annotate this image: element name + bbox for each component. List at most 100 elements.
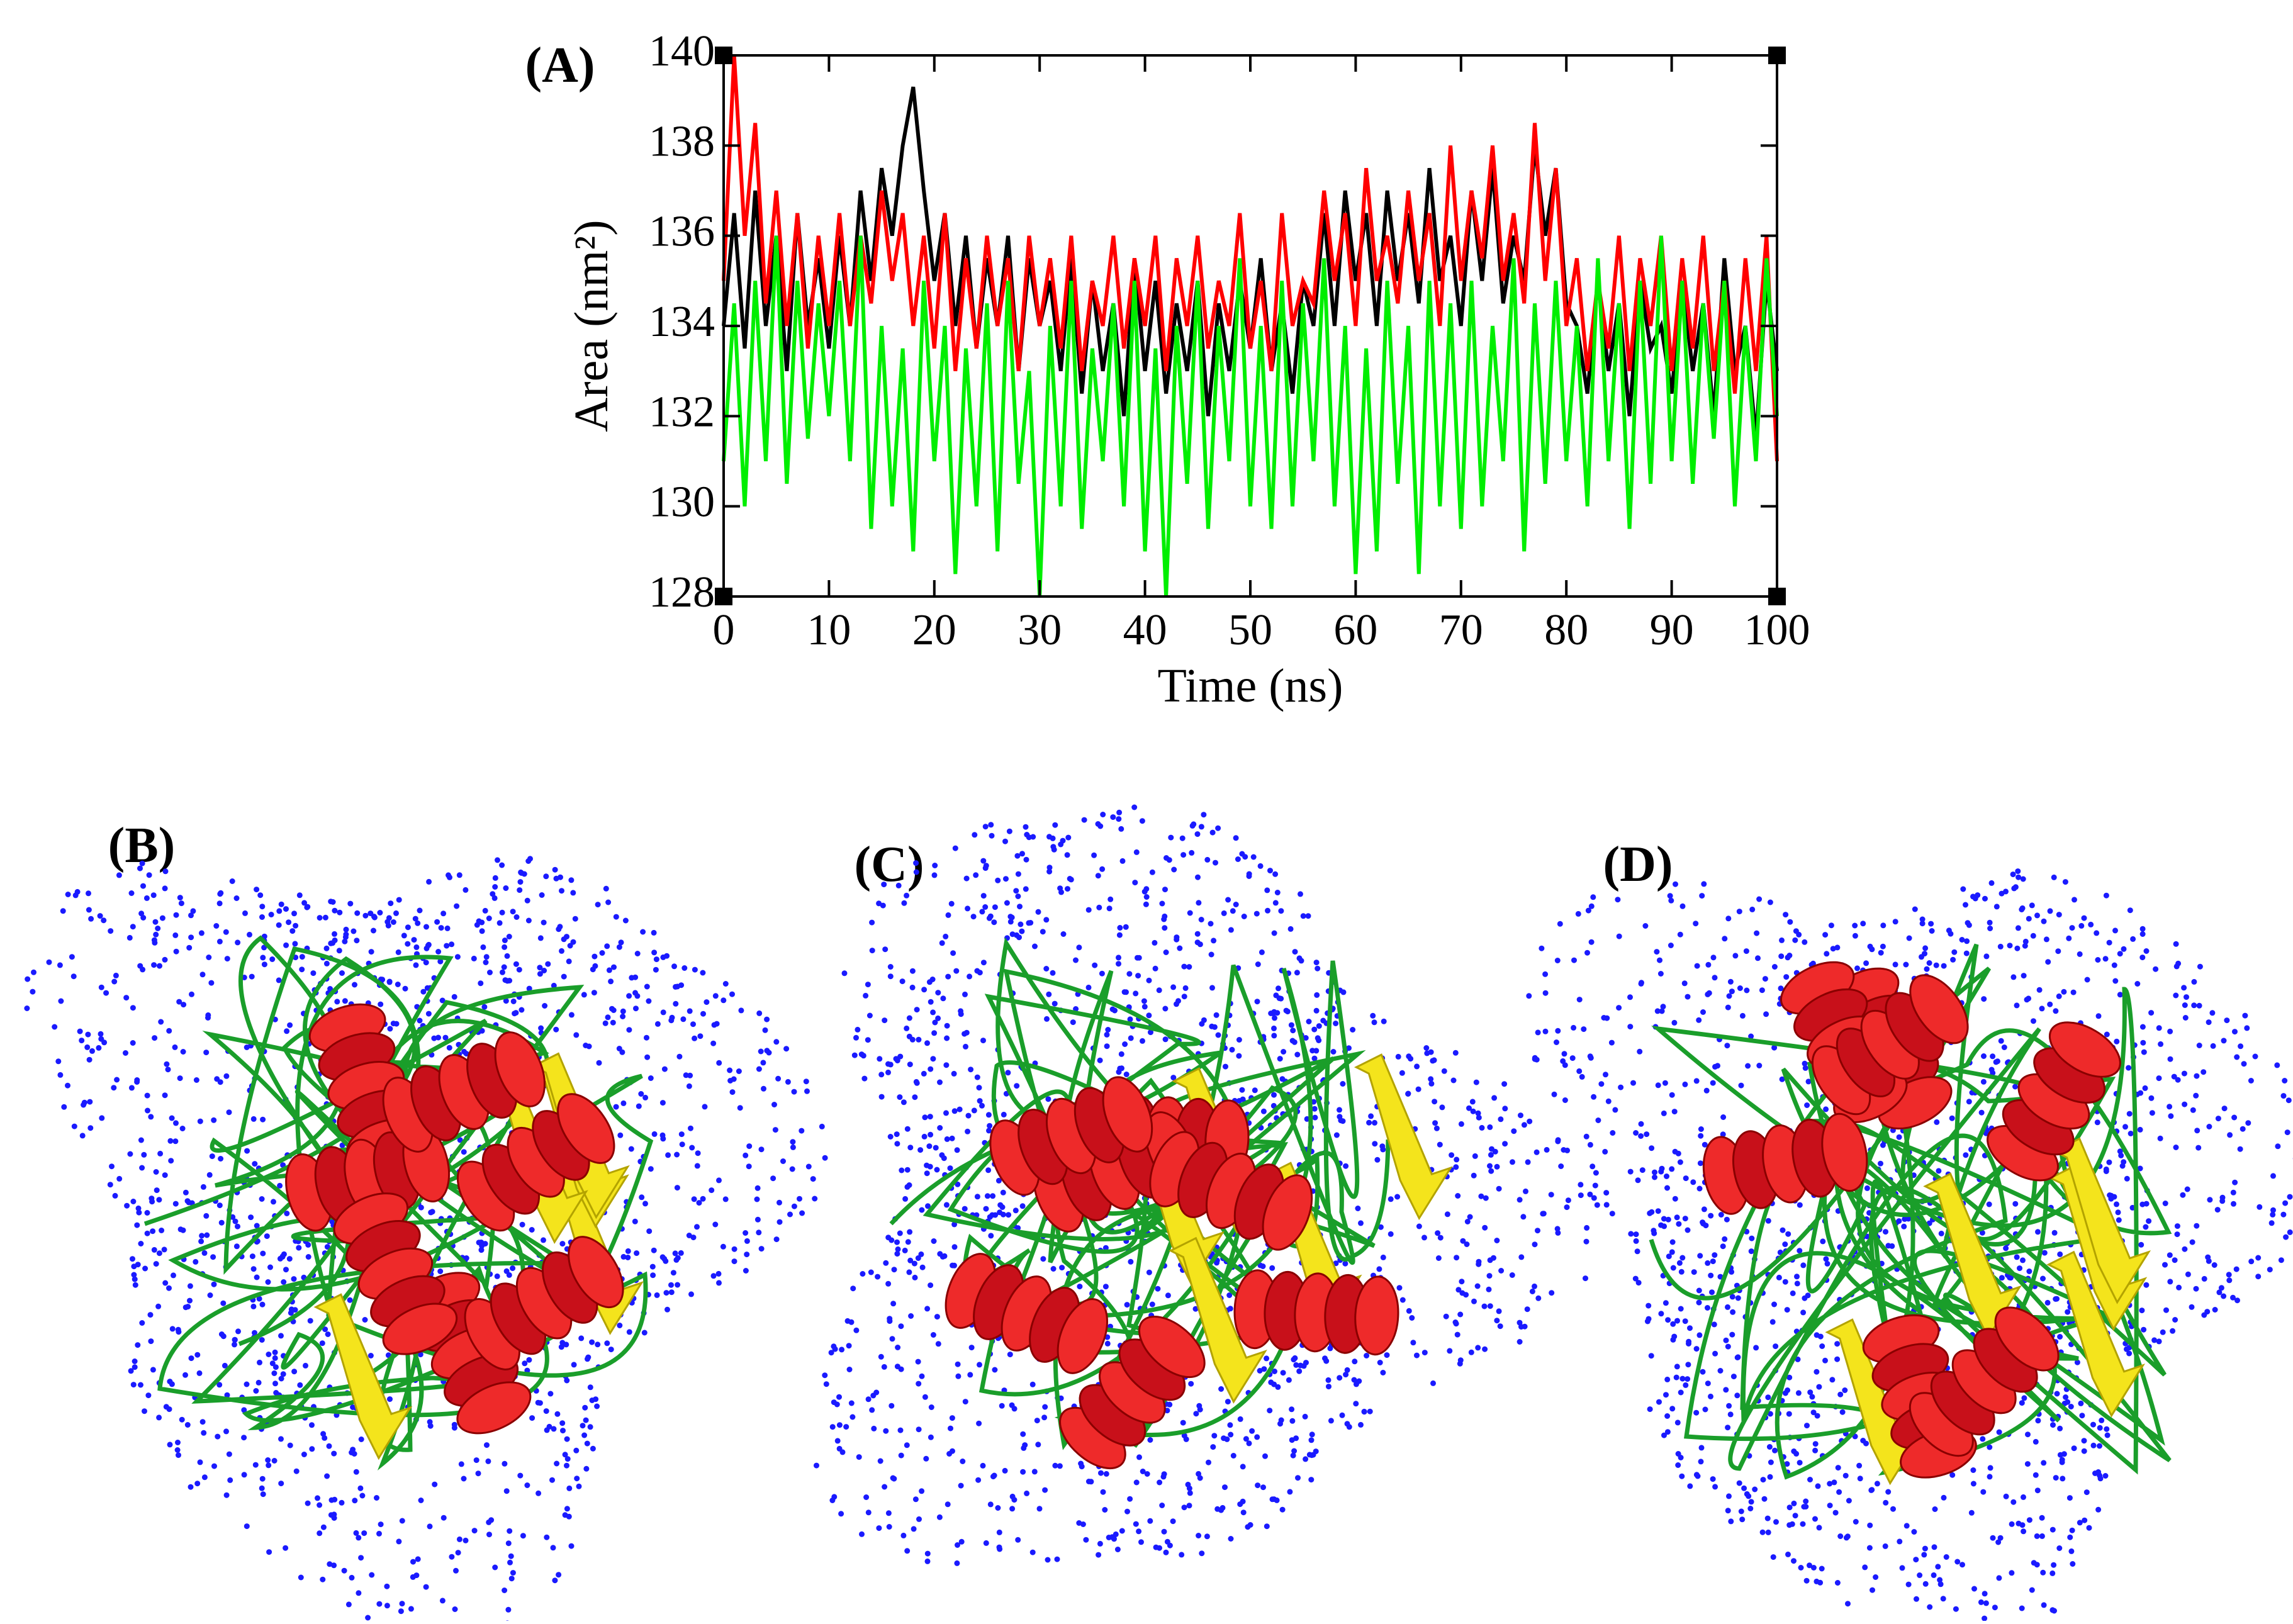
- surface-dot: [1987, 926, 1993, 931]
- surface-dot: [916, 1426, 922, 1432]
- surface-dot: [1883, 1500, 1888, 1506]
- surface-dot: [1197, 941, 1203, 947]
- surface-dot: [224, 1492, 230, 1498]
- surface-dot: [309, 1446, 315, 1452]
- surface-dot: [441, 1515, 447, 1521]
- surface-dot: [716, 1060, 722, 1066]
- surface-dot: [1182, 994, 1187, 999]
- surface-dot: [1709, 1289, 1715, 1295]
- surface-dot: [1057, 1463, 1063, 1469]
- surface-dot: [1197, 1476, 1203, 1481]
- surface-dot: [2238, 1043, 2243, 1049]
- surface-dot: [882, 1017, 887, 1023]
- surface-dot: [463, 887, 468, 893]
- surface-dot: [183, 1190, 189, 1196]
- surface-dot: [785, 1079, 791, 1085]
- surface-dot: [235, 1328, 241, 1334]
- surface-dot: [2114, 1039, 2119, 1044]
- surface-dot: [1004, 900, 1010, 906]
- surface-dot: [704, 999, 709, 1005]
- surface-dot: [499, 863, 505, 868]
- surface-dot: [898, 1323, 904, 1329]
- surface-dot: [1476, 1111, 1481, 1116]
- surface-dot: [2058, 1452, 2063, 1458]
- surface-dot: [2071, 990, 2077, 995]
- surface-dot: [1780, 1228, 1786, 1233]
- surface-dot: [342, 1568, 347, 1574]
- surface-dot: [671, 1270, 676, 1275]
- surface-dot: [1211, 938, 1216, 943]
- surface-dot: [928, 1282, 933, 1288]
- surface-dot: [1754, 931, 1759, 936]
- surface-dot: [349, 1575, 355, 1581]
- surface-dot: [2117, 951, 2123, 956]
- surface-dot: [2065, 1309, 2070, 1315]
- surface-dot: [1289, 1406, 1294, 1412]
- surface-dot: [504, 1488, 510, 1494]
- surface-dot: [535, 1400, 541, 1406]
- surface-dot: [395, 982, 401, 987]
- surface-dot: [2194, 1223, 2199, 1229]
- surface-dot: [1729, 1332, 1735, 1338]
- surface-dot: [943, 1062, 949, 1068]
- surface-dot: [1416, 1224, 1422, 1229]
- surface-dot: [1982, 896, 1988, 902]
- surface-dot: [77, 1029, 83, 1034]
- surface-dot: [582, 1405, 588, 1411]
- surface-dot: [1654, 949, 1659, 955]
- surface-dot: [1992, 1604, 1998, 1610]
- surface-dot: [1675, 1462, 1681, 1468]
- surface-dot: [2022, 943, 2028, 949]
- surface-dot: [1577, 997, 1583, 1002]
- surface-dot: [1878, 1161, 1883, 1167]
- surface-dot: [1092, 963, 1097, 968]
- surface-dot: [1817, 1525, 1822, 1530]
- surface-dot: [995, 1505, 1001, 1511]
- surface-dot: [201, 1430, 206, 1436]
- surface-dot: [1187, 1490, 1193, 1496]
- surface-dot: [2025, 1461, 2031, 1467]
- surface-dot: [2182, 1102, 2187, 1107]
- surface-dot: [732, 1258, 737, 1264]
- surface-dot: [1712, 975, 1718, 980]
- surface-dot: [234, 1243, 240, 1249]
- surface-dot: [1146, 1012, 1152, 1018]
- surface-dot: [2098, 1476, 2104, 1481]
- surface-dot: [1255, 999, 1260, 1004]
- surface-dot: [73, 892, 79, 898]
- surface-dot: [1698, 1126, 1704, 1132]
- surface-dot: [720, 1244, 726, 1250]
- surface-dot: [695, 1150, 701, 1156]
- surface-dot: [514, 914, 520, 920]
- surface-dot: [342, 998, 348, 1004]
- surface-dot: [882, 1364, 887, 1370]
- surface-dot: [1791, 1558, 1797, 1564]
- surface-dot: [1517, 1197, 1523, 1202]
- surface-dot: [1785, 1552, 1791, 1557]
- surface-dot: [1195, 831, 1201, 837]
- surface-dot: [172, 932, 178, 938]
- surface-dot: [1272, 931, 1277, 936]
- surface-dot: [2242, 1013, 2248, 1019]
- surface-dot: [625, 1248, 631, 1254]
- surface-dot: [843, 1424, 849, 1430]
- surface-dot: [452, 994, 457, 1000]
- surface-dot: [1735, 1296, 1741, 1301]
- surface-dot: [1475, 1345, 1481, 1350]
- surface-dot: [220, 1301, 226, 1306]
- surface-dot: [608, 978, 614, 984]
- surface-dot: [358, 1555, 364, 1560]
- surface-dot: [1502, 1106, 1508, 1111]
- surface-dot: [1946, 927, 1952, 933]
- surface-dot: [1809, 1394, 1815, 1399]
- surface-dot: [1801, 1504, 1807, 1509]
- surface-dot: [219, 1331, 225, 1337]
- surface-dot: [1557, 921, 1563, 927]
- surface-dot: [420, 989, 426, 995]
- surface-dot: [692, 1036, 697, 1041]
- surface-dot: [2021, 973, 2027, 978]
- surface-dot: [2070, 1561, 2075, 1567]
- surface-dot: [1491, 1095, 1497, 1100]
- surface-dot: [1242, 914, 1247, 919]
- surface-dot: [1228, 1536, 1234, 1542]
